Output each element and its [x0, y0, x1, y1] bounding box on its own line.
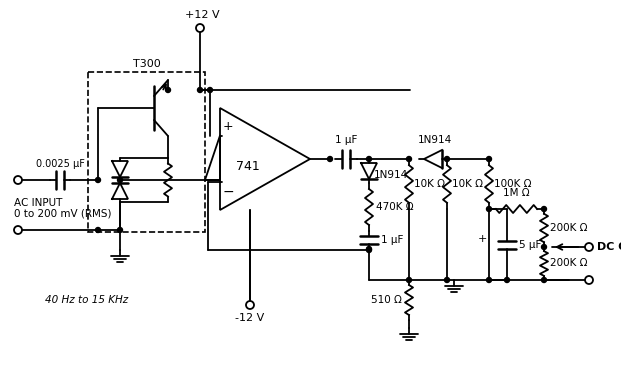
- Circle shape: [486, 206, 491, 212]
- Circle shape: [445, 157, 450, 161]
- Text: 1 μF: 1 μF: [335, 135, 357, 145]
- Circle shape: [96, 177, 101, 183]
- Text: T300: T300: [133, 59, 160, 69]
- Text: -12 V: -12 V: [235, 313, 265, 323]
- Text: 0 to 200 mV (RMS): 0 to 200 mV (RMS): [14, 208, 112, 218]
- Text: AC INPUT: AC INPUT: [14, 198, 62, 208]
- Circle shape: [96, 228, 101, 232]
- Text: 10K Ω: 10K Ω: [452, 179, 483, 189]
- Circle shape: [207, 87, 212, 93]
- Circle shape: [14, 226, 22, 234]
- Circle shape: [196, 24, 204, 32]
- Text: DC OUT: DC OUT: [597, 242, 621, 252]
- Circle shape: [445, 278, 450, 282]
- Text: 40 Hz to 15 KHz: 40 Hz to 15 KHz: [45, 295, 129, 305]
- Text: +12 V: +12 V: [184, 10, 219, 20]
- Circle shape: [117, 177, 122, 183]
- Circle shape: [542, 206, 546, 212]
- Circle shape: [542, 244, 546, 250]
- Circle shape: [504, 278, 509, 282]
- Text: +: +: [478, 234, 487, 244]
- Text: 470K Ω: 470K Ω: [376, 202, 414, 212]
- Text: +: +: [223, 119, 233, 132]
- Circle shape: [366, 247, 371, 253]
- Circle shape: [542, 278, 546, 282]
- Circle shape: [407, 157, 412, 161]
- Text: 1N914: 1N914: [374, 170, 408, 180]
- Circle shape: [166, 87, 171, 93]
- Text: 1 μF: 1 μF: [381, 235, 404, 245]
- Circle shape: [585, 243, 593, 251]
- Text: 741: 741: [236, 160, 260, 173]
- Circle shape: [117, 228, 122, 232]
- Circle shape: [327, 157, 332, 161]
- Circle shape: [486, 157, 491, 161]
- Circle shape: [486, 278, 491, 282]
- Text: −: −: [222, 185, 234, 199]
- Circle shape: [407, 278, 412, 282]
- Text: 1M Ω: 1M Ω: [502, 188, 529, 198]
- Circle shape: [246, 301, 254, 309]
- Text: 5 μF: 5 μF: [519, 240, 542, 250]
- Text: 10K Ω: 10K Ω: [414, 179, 445, 189]
- Circle shape: [366, 247, 371, 251]
- Circle shape: [197, 87, 202, 93]
- Circle shape: [585, 276, 593, 284]
- Text: 1N914: 1N914: [418, 135, 452, 145]
- Text: 200K Ω: 200K Ω: [550, 259, 587, 269]
- Text: 510 Ω: 510 Ω: [371, 295, 402, 305]
- Text: 100K Ω: 100K Ω: [494, 179, 532, 189]
- Text: 0.0025 μF: 0.0025 μF: [35, 159, 84, 169]
- Circle shape: [366, 157, 371, 161]
- Text: 200K Ω: 200K Ω: [550, 223, 587, 233]
- Circle shape: [14, 176, 22, 184]
